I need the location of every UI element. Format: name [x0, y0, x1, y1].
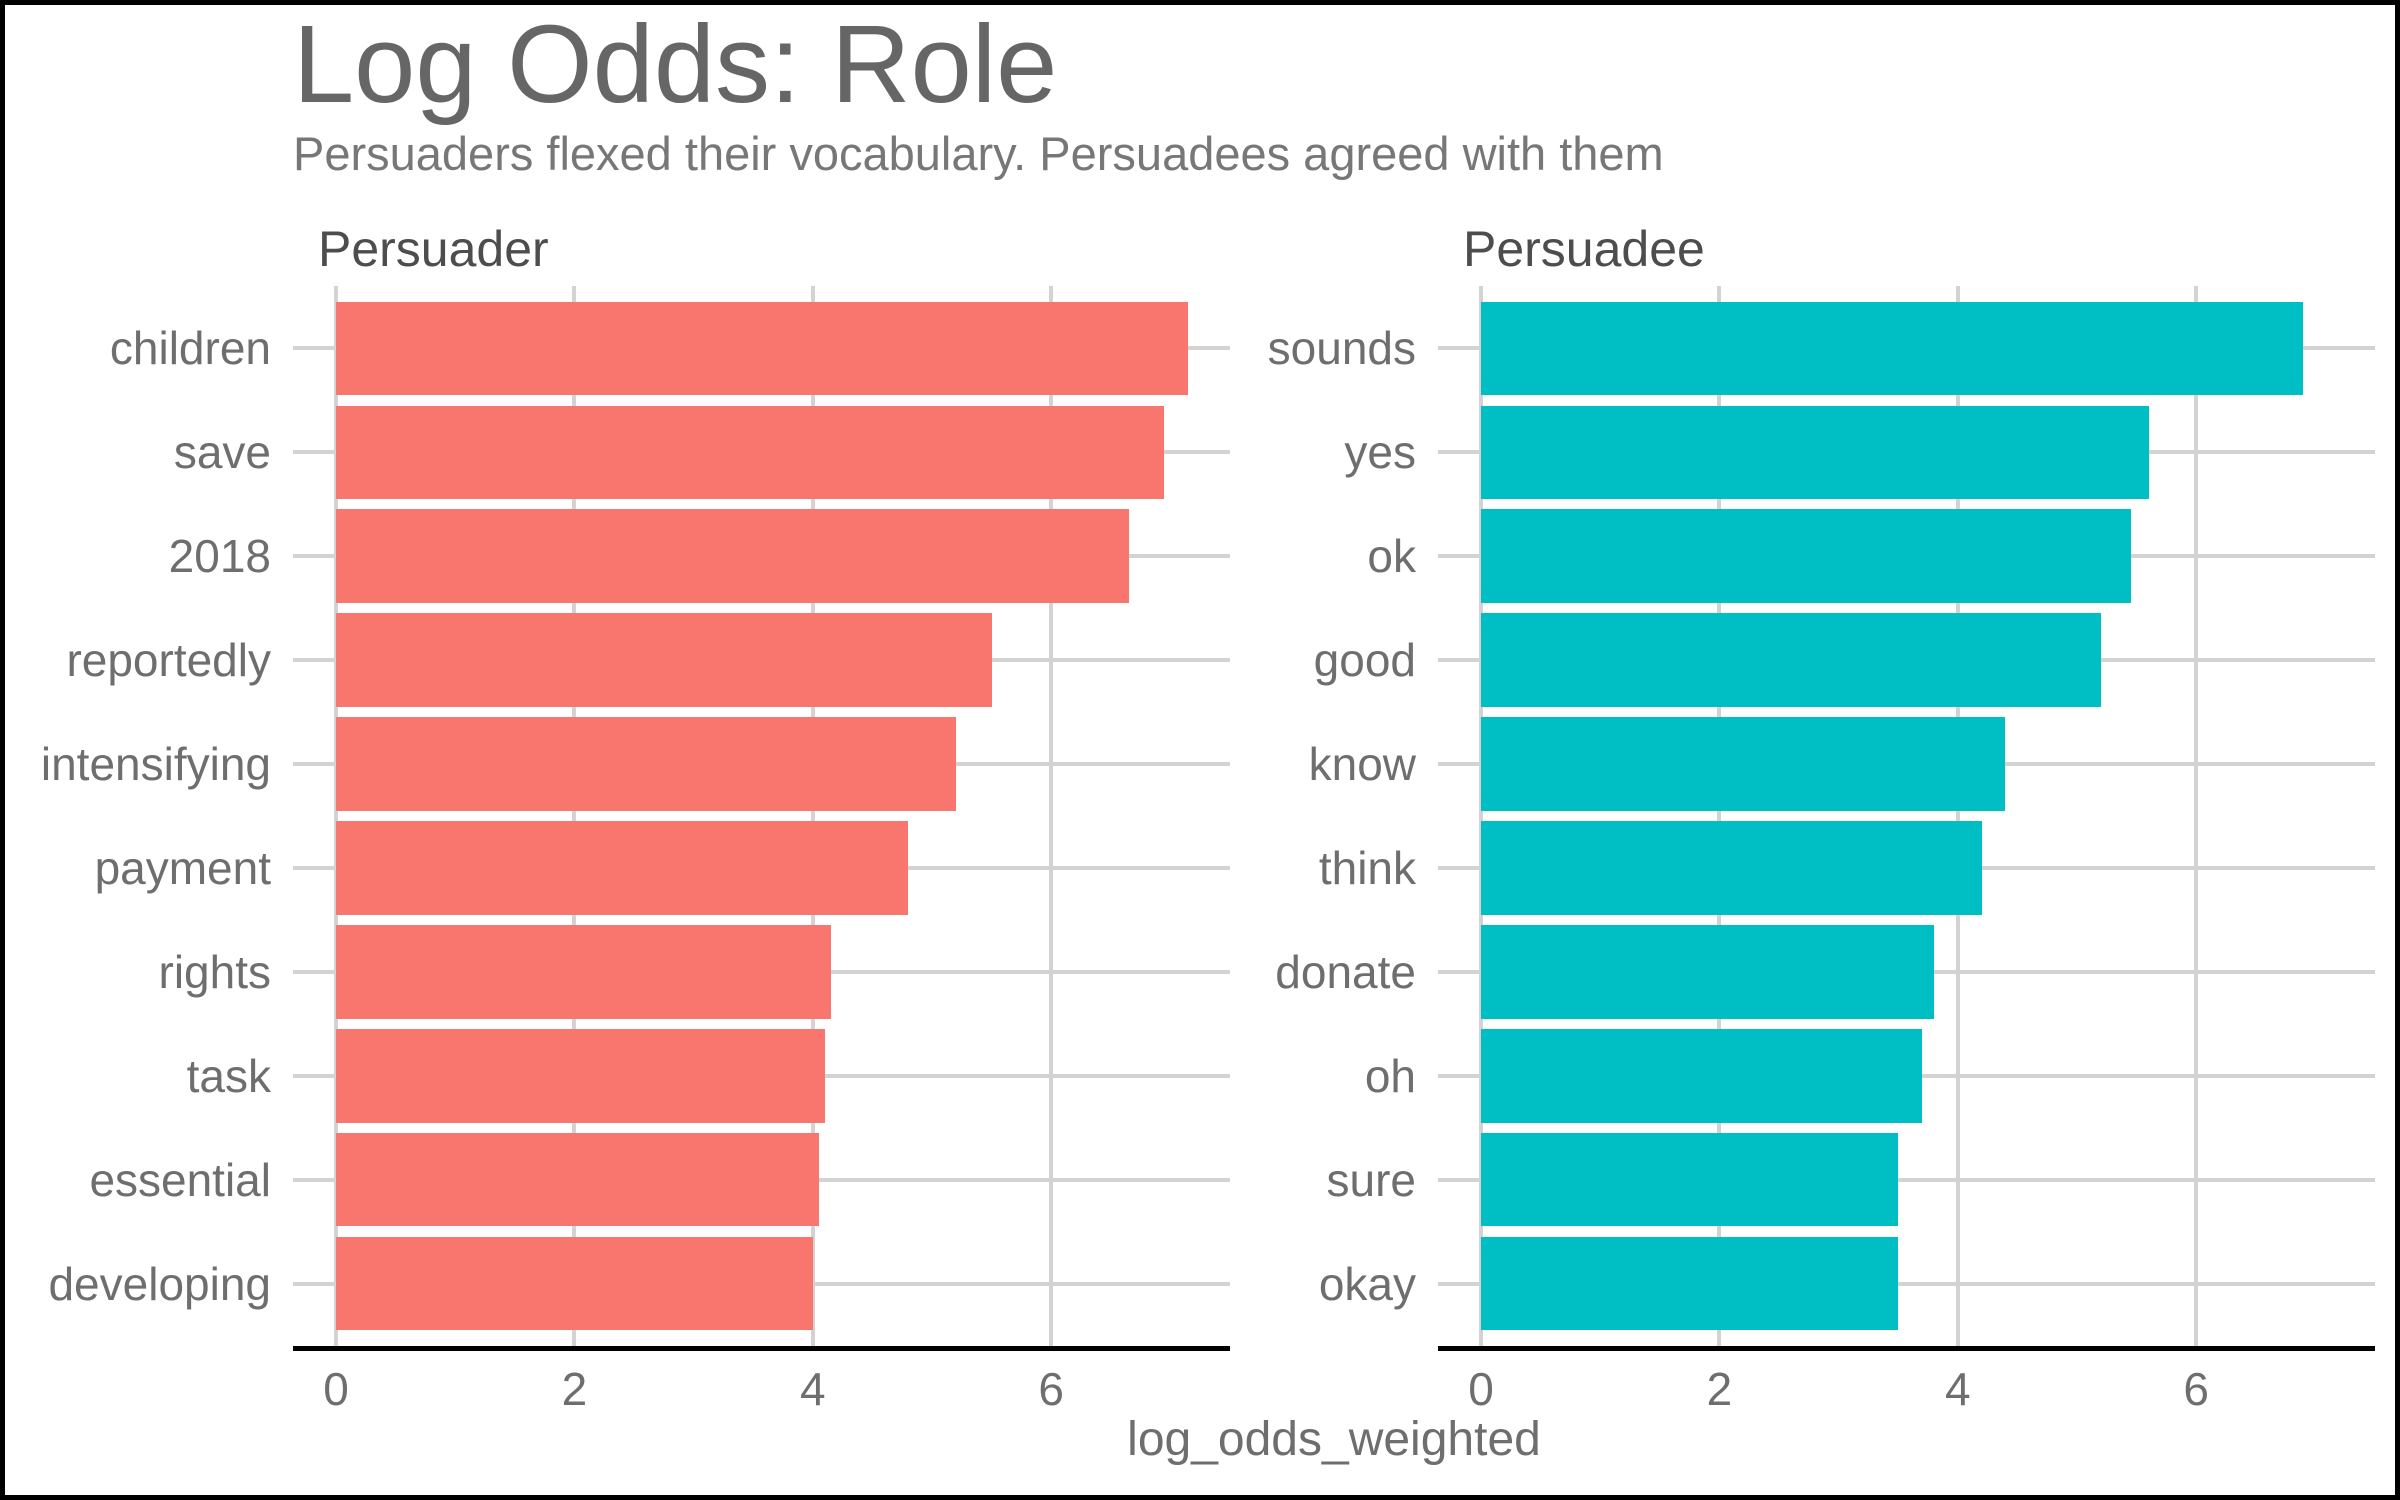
bar-persuadee-ok: [1481, 509, 2131, 603]
bar-persuadee-think: [1481, 821, 1982, 915]
x-tick-label: 0: [323, 1363, 349, 1415]
bar-persuadee-good: [1481, 613, 2101, 707]
y-axis-label: oh: [1364, 1049, 1416, 1102]
facet-strip-persuadee: Persuadee: [1463, 221, 1705, 277]
bar-persuader-children: [336, 301, 1189, 396]
y-axis-label: task: [186, 1049, 271, 1102]
bar-persuader-save: [336, 405, 1165, 500]
y-axis-label: sure: [1326, 1153, 1416, 1206]
chart-title: Log Odds: Role: [293, 3, 1058, 126]
y-axis-label: rights: [158, 945, 271, 998]
bar-persuadee-okay: [1481, 1236, 1899, 1331]
y-axis-label: children: [109, 322, 271, 375]
x-gridline: [1479, 286, 1483, 1346]
x-tick-label: 6: [1038, 1363, 1064, 1415]
y-axis-label: sounds: [1267, 322, 1416, 375]
bar-persuadee-donate: [1481, 925, 1934, 1019]
bar-persuadee-sure: [1481, 1132, 1899, 1227]
bar-persuadee-yes: [1481, 405, 2149, 500]
bar-persuader-2018: [336, 509, 1129, 603]
y-axis-label: essential: [89, 1153, 271, 1206]
chart-subtitle: Persuaders flexed their vocabulary. Pers…: [293, 127, 1664, 180]
x-gridline: [1717, 286, 1722, 1346]
x-gridline: [334, 286, 338, 1346]
bar-persuader-essential: [336, 1132, 819, 1227]
y-axis-label: reportedly: [66, 634, 271, 687]
y-axis-label: 2018: [168, 530, 271, 583]
facet-strip-persuader: Persuader: [318, 221, 549, 277]
bar-persuader-task: [336, 1029, 825, 1123]
bar-persuadee-sounds: [1481, 301, 2304, 396]
x-axis-line: [293, 1346, 1230, 1351]
y-axis-label: okay: [1318, 1257, 1416, 1310]
x-tick-label: 6: [2183, 1363, 2209, 1415]
x-tick-label: 4: [800, 1363, 826, 1415]
x-gridline: [1955, 286, 1960, 1346]
bar-persuader-reportedly: [336, 613, 992, 707]
x-axis-line: [1438, 1346, 2375, 1351]
x-tick-label: 2: [1706, 1363, 1733, 1415]
x-axis-title: log_odds_weighted: [1127, 1413, 1541, 1466]
x-tick-label: 4: [1945, 1363, 1971, 1415]
x-gridline: [572, 286, 577, 1346]
y-axis-label: yes: [1344, 426, 1416, 479]
y-axis-label: ok: [1367, 530, 1416, 583]
y-axis-label: good: [1313, 634, 1416, 687]
y-axis-label: know: [1308, 738, 1416, 791]
x-gridline: [810, 286, 815, 1346]
bar-persuadee-oh: [1481, 1029, 1923, 1123]
bar-persuader-intensifying: [336, 717, 956, 811]
y-gridline: [1438, 1177, 2375, 1182]
y-axis-label: think: [1318, 841, 1416, 894]
y-axis-label: donate: [1275, 945, 1416, 998]
x-tick-label: 2: [561, 1363, 588, 1415]
y-axis-label: payment: [94, 841, 271, 894]
y-axis-label: intensifying: [40, 738, 271, 791]
y-axis-label: save: [173, 426, 271, 479]
y-gridline: [1438, 1281, 2375, 1286]
bar-persuader-rights: [336, 925, 831, 1019]
x-gridline: [2194, 286, 2199, 1346]
y-axis-label: developing: [48, 1257, 271, 1310]
x-tick-label: 0: [1468, 1363, 1494, 1415]
bar-persuader-payment: [336, 821, 909, 915]
x-gridline: [1049, 286, 1054, 1346]
bar-persuader-developing: [336, 1236, 813, 1331]
bar-persuadee-know: [1481, 717, 2006, 811]
